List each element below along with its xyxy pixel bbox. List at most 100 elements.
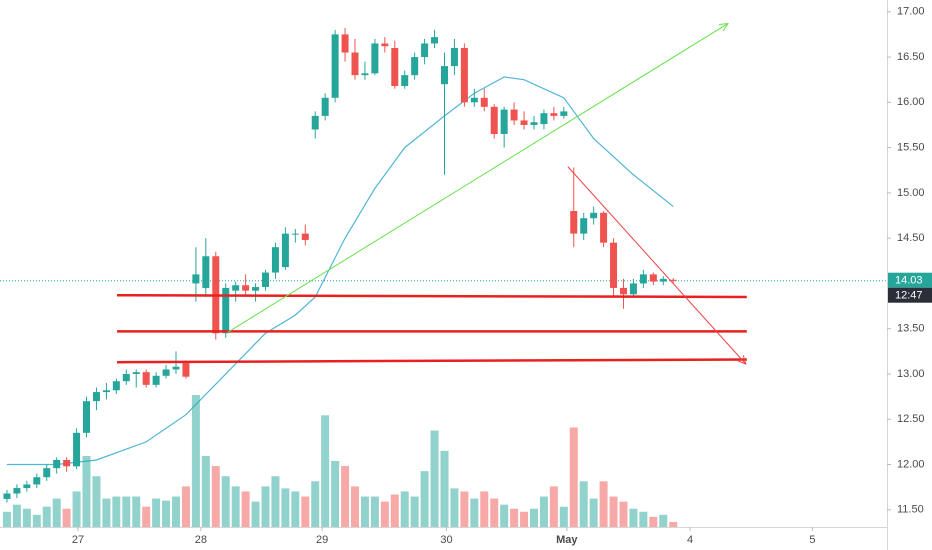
candle-body [252, 287, 260, 291]
candle-body [470, 97, 478, 103]
candle-body [500, 109, 508, 135]
volume-bar [380, 501, 389, 527]
candle-body [510, 109, 518, 121]
candle-body [13, 488, 21, 494]
candle-body [629, 283, 637, 295]
candle-body [460, 47, 468, 103]
candle-body [520, 120, 528, 125]
volume-bar [529, 508, 538, 527]
volume-bar [241, 491, 250, 527]
moving-average [6, 76, 674, 466]
volume-bar [132, 496, 141, 527]
candle-body [83, 401, 91, 433]
horizontal-line [117, 293, 747, 299]
x-tick-label: 27 [72, 534, 84, 546]
candle-body [152, 375, 160, 385]
volume-bar [649, 516, 658, 527]
volume-bar [539, 496, 548, 527]
candle-body [341, 34, 349, 53]
trend-arrow [227, 23, 729, 333]
candle-body [450, 47, 458, 67]
volume-bar [92, 476, 101, 527]
volume-bar [520, 511, 529, 527]
candle-body [73, 432, 81, 467]
volume-bar [311, 481, 320, 527]
volume-bar [331, 461, 340, 527]
volume-bar [480, 491, 489, 527]
volume-bar [271, 476, 280, 527]
candle-body [321, 97, 329, 116]
y-tick-label: 13.50 [897, 323, 925, 335]
candle-body [331, 34, 339, 98]
candle-body [262, 272, 270, 288]
x-tick-label: May [556, 534, 578, 546]
x-tick-label: 4 [687, 534, 693, 546]
candle-body [431, 37, 439, 44]
candle-body [610, 242, 618, 288]
volume-bar [22, 508, 31, 527]
candle-body [63, 459, 71, 467]
candle-body [311, 115, 319, 130]
candle-body [580, 218, 588, 234]
candle-body [132, 372, 140, 374]
volume-bar [62, 508, 71, 527]
candle-body [281, 233, 289, 268]
candle-body [570, 210, 578, 234]
volume-bar [400, 491, 409, 527]
candle-body [440, 66, 448, 85]
volume-bar [142, 506, 151, 527]
volume-bar [500, 504, 509, 527]
volume-bar [261, 486, 270, 527]
candle-body [619, 287, 627, 295]
candle-body [3, 493, 11, 499]
candle-body [639, 274, 647, 284]
candle-body [142, 372, 150, 385]
last-price-label: 14.03 [895, 275, 923, 287]
volume-bar [231, 486, 240, 527]
volume-bar [291, 491, 300, 527]
candle-body [112, 381, 120, 391]
candle-body [232, 285, 240, 291]
volume-bar [629, 508, 638, 527]
volume-bar [420, 471, 429, 527]
arrow-head [718, 22, 729, 32]
volume-bar [639, 511, 648, 527]
volume-bar [390, 494, 399, 527]
candle-body [411, 57, 419, 76]
candle-body [590, 212, 598, 219]
x-tick-label: 30 [440, 534, 452, 546]
volume-bar [251, 501, 260, 527]
y-tick-label: 11.50 [897, 504, 924, 516]
volume-bar [2, 511, 11, 527]
candle-body [600, 212, 608, 243]
candle-body [550, 113, 558, 116]
volume-bar [360, 496, 369, 527]
volume-bar [301, 496, 310, 527]
volume-bar [410, 496, 419, 527]
volume-bar [321, 415, 330, 527]
candle-body [669, 279, 677, 281]
volume-bar [599, 481, 608, 527]
candle-body [351, 52, 359, 76]
volume-bar [12, 504, 21, 527]
candle-body [222, 287, 230, 334]
candle-body [421, 43, 429, 58]
y-tick-label: 13.00 [897, 368, 925, 380]
volume-bar [152, 498, 161, 527]
volume-bar [430, 430, 439, 527]
candle-body [172, 366, 180, 370]
volume-bar [350, 486, 359, 527]
volume-bar [162, 500, 171, 527]
candle-body [480, 97, 488, 107]
candle-body [182, 363, 190, 377]
candle-body [43, 468, 51, 478]
y-tick-label: 15.50 [897, 142, 925, 154]
volume-bar [589, 498, 598, 527]
volume-bar [281, 488, 290, 527]
volume-bar [470, 498, 479, 527]
trend-arrow [567, 166, 747, 365]
candle-body [53, 459, 61, 469]
y-tick-label: 15.00 [897, 187, 925, 199]
volume-bar [221, 476, 230, 527]
volume-bar [211, 466, 220, 527]
